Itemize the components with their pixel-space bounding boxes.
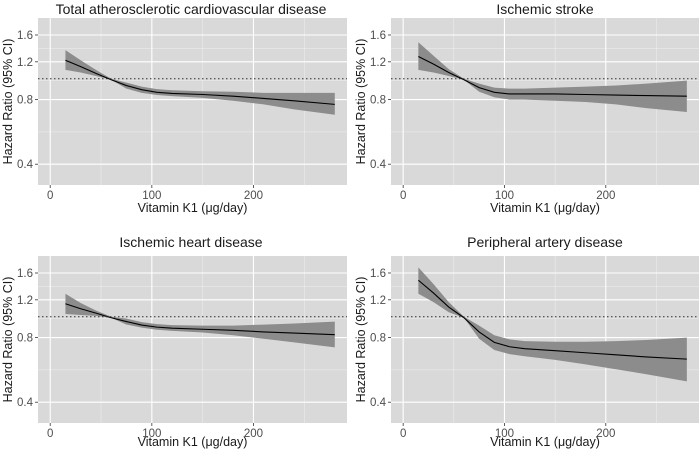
x-tick-label: 100 (495, 428, 514, 440)
chart-panel-1: 0 100 200 0.4 0.8 1.2 1.6 Total atherosclerotic… (1, 1, 347, 215)
chart-panel-2: 0 100 200 0.4 0.8 1.2 1.6 Ischemic stroke Vitami… (354, 1, 699, 215)
x-tick-label: 100 (142, 190, 161, 202)
x-axis-label: Vitamin K1 (μg/day) (490, 435, 600, 449)
y-tick-label: 1.2 (17, 295, 33, 307)
confidence-band (418, 267, 687, 382)
panel-title: Ischemic heart disease (119, 234, 262, 250)
y-tick-label: 0.8 (370, 333, 386, 345)
x-axis-label: Vitamin K1 (μg/day) (490, 201, 600, 215)
x-tick-label: 200 (596, 190, 615, 202)
y-tick-label: 0.4 (17, 397, 34, 409)
y-tick-label: 1.2 (370, 57, 386, 69)
x-tick-label: 0 (400, 428, 406, 440)
x-tick-label: 200 (596, 428, 615, 440)
confidence-band (65, 293, 335, 348)
panel-title: Ischemic stroke (496, 1, 593, 17)
y-tick-label: 1.6 (370, 30, 386, 42)
y-tick-label: 0.8 (370, 95, 386, 107)
x-tick-label: 200 (244, 190, 263, 202)
y-tick-label: 0.4 (370, 397, 387, 409)
panel-title: Peripheral artery disease (467, 234, 623, 250)
x-axis-label: Vitamin K1 (μg/day) (138, 201, 248, 215)
x-tick-label: 0 (47, 190, 53, 202)
hazard-ratio-line (418, 56, 687, 97)
y-tick-label: 1.6 (370, 268, 386, 280)
y-axis-label: Hazard Ratio (95% CI) (354, 277, 368, 403)
y-tick-label: 0.8 (17, 333, 33, 345)
y-tick-label: 0.4 (17, 159, 34, 171)
hazard-ratio-line (65, 59, 335, 105)
panel-background (391, 256, 699, 423)
x-tick-label: 200 (244, 428, 263, 440)
y-tick-label: 1.2 (370, 295, 386, 307)
chart-panel-4: 0 100 200 0.4 0.8 1.2 1.6 Peripheral artery dis… (354, 234, 699, 449)
x-tick-label: 0 (47, 428, 53, 440)
y-tick-label: 0.8 (17, 95, 33, 107)
y-axis-label: Hazard Ratio (95% CI) (354, 39, 368, 165)
x-tick-label: 100 (495, 190, 514, 202)
y-tick-label: 1.6 (17, 268, 33, 280)
hazard-ratio-line (65, 303, 335, 336)
panel-title: Total atherosclerotic cardiovascular dis… (56, 1, 327, 17)
y-axis-label: Hazard Ratio (95% CI) (1, 277, 15, 403)
hazard-ratio-line (418, 279, 687, 360)
y-tick-label: 1.6 (17, 30, 33, 42)
y-tick-label: 0.4 (370, 159, 387, 171)
x-tick-label: 0 (400, 190, 406, 202)
x-axis-label: Vitamin K1 (μg/day) (138, 435, 248, 449)
y-axis-label: Hazard Ratio (95% CI) (1, 39, 15, 165)
x-tick-label: 100 (142, 428, 161, 440)
chart-panel-3: 0 100 200 0.4 0.8 1.2 1.6 Ischemic heart diseas… (1, 234, 347, 449)
y-tick-label: 1.2 (17, 57, 33, 69)
